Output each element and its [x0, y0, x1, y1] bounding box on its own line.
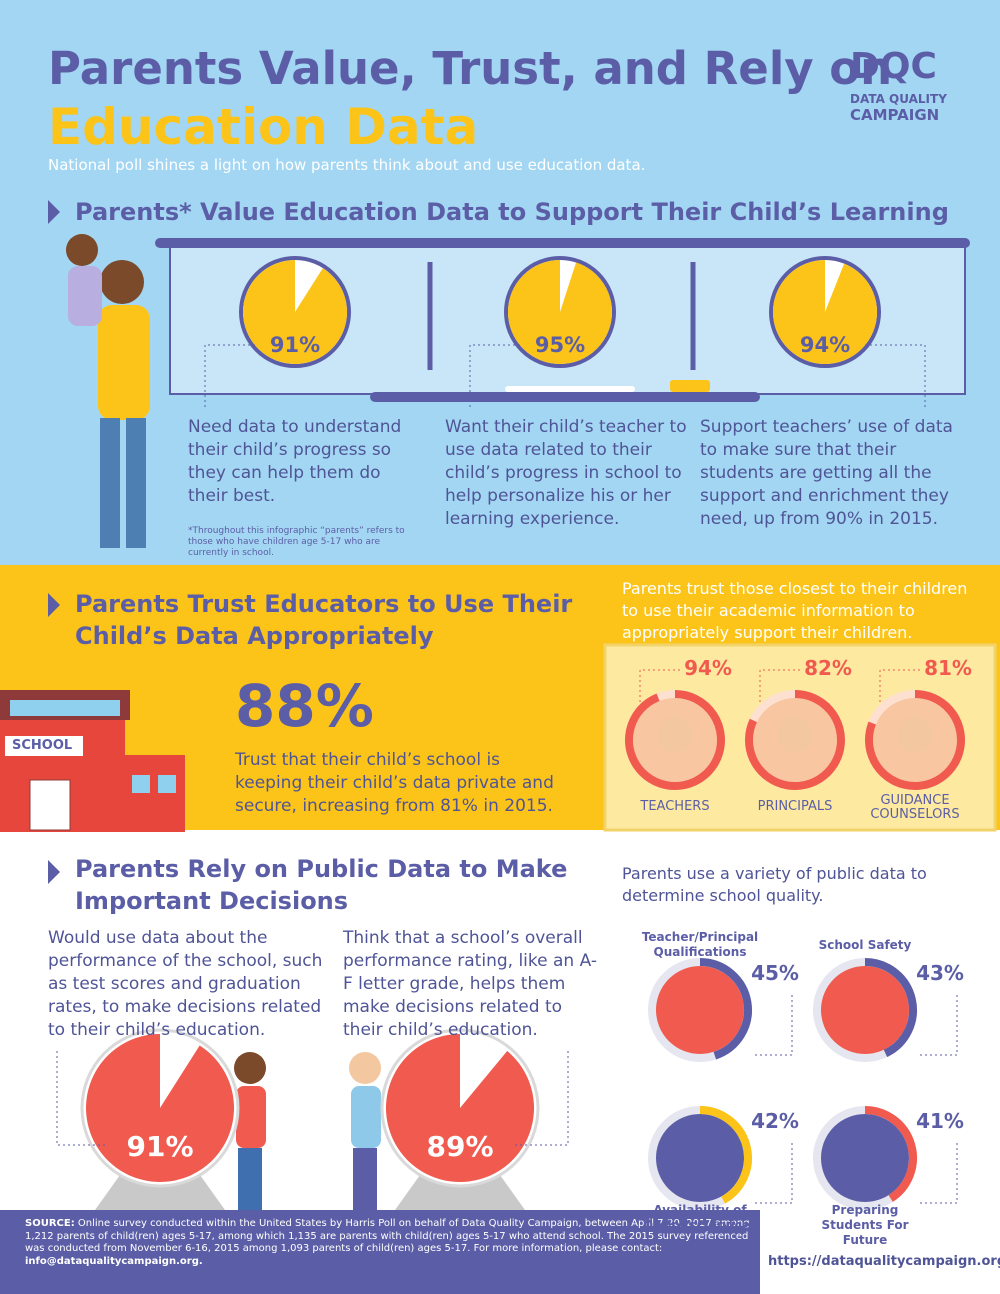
factor-name: Teacher/Principal Qualifications [641, 930, 759, 959]
source: SOURCE: Online survey conducted within t… [25, 1218, 750, 1268]
logo-text: CAMPAIGN [850, 106, 940, 124]
percent-label: 94% [684, 656, 732, 680]
percent-label: 42% [751, 1109, 799, 1133]
eraser [670, 380, 710, 392]
factor-name: Preparing Students For Future [821, 1203, 909, 1247]
ring-arc [625, 690, 725, 790]
percent-label: 45% [751, 961, 799, 985]
face [657, 717, 693, 753]
pie-slice [385, 1034, 534, 1182]
stat-text: Need data to understand their child’s pr… [188, 417, 402, 506]
leader-line [865, 344, 926, 410]
footnote: *Throughout this infographic “parents” r… [188, 526, 405, 558]
ring-arc [864, 1106, 917, 1202]
ring-arc [745, 690, 845, 790]
leader-line [56, 1048, 105, 1146]
percent-label: 82% [804, 656, 852, 680]
section-heading: Parents Rely on Public Data to Make Impo… [75, 855, 568, 915]
intro: Parents trust those closest to their chi… [622, 579, 968, 642]
parent-illustration [66, 234, 150, 548]
leader-line [920, 1143, 958, 1204]
pie-slice [773, 260, 877, 364]
section-heading: Parents* Value Education Data to Support… [75, 198, 949, 226]
stat-text: Want their child’s teacher to use data r… [445, 417, 687, 529]
stat-text: Support teachers’ use of data to make su… [700, 417, 953, 529]
ring-arc [865, 690, 965, 790]
group-name: TEACHERS [640, 799, 710, 814]
percent-label: 43% [916, 961, 964, 985]
subtitle: National poll shines a light on how pare… [48, 156, 646, 174]
ring-arc [864, 958, 917, 1058]
big-stat: 88% [235, 672, 374, 740]
logo: DQC [850, 46, 937, 87]
stat-text: Trust that their child’s school is keepi… [235, 750, 554, 816]
kids-illustration [95, 1052, 525, 1210]
source-bar [0, 1210, 760, 1294]
title: Parents Value, Trust, and Rely on [48, 42, 893, 95]
face [777, 717, 813, 753]
intro: Parents use a variety of public data to … [622, 864, 927, 905]
heading-arrow [48, 593, 60, 617]
pie-label: 91% [270, 333, 320, 357]
factor-name: School Safety [818, 938, 912, 952]
pie-slice [508, 260, 612, 364]
heading-arrow [48, 200, 60, 224]
leader-line [759, 669, 800, 705]
whiteboard-top [155, 238, 970, 248]
face [897, 717, 933, 753]
group-name: GUIDANCE COUNSELORS [870, 793, 960, 822]
ring-arc [699, 1106, 752, 1204]
leader-line [920, 995, 958, 1056]
leader-line [639, 669, 680, 705]
pie-label: 95% [535, 333, 585, 357]
group-name: PRINCIPALS [757, 799, 833, 814]
ring-arc [699, 958, 752, 1060]
title-highlight: Education Data [48, 98, 479, 156]
whiteboard-tray [370, 392, 760, 402]
leader-line [469, 344, 520, 410]
heading-arrow [48, 860, 60, 884]
pie-label: 89% [426, 1130, 493, 1163]
markers [505, 386, 635, 392]
school-sign: SCHOOL [12, 738, 73, 753]
pie-label: 91% [126, 1130, 193, 1163]
source-label: SOURCE: [25, 1218, 75, 1229]
pie-label: 94% [800, 333, 850, 357]
source-text: Online survey conducted within the Unite… [25, 1218, 750, 1254]
percent-label: 41% [916, 1109, 964, 1133]
pie-slice [85, 1034, 234, 1182]
pie-slice [242, 260, 347, 364]
factor-name: Availability of Options/Services [643, 1203, 757, 1232]
leader-line [755, 1143, 793, 1204]
url[interactable]: https://dataqualitycampaign.org [768, 1254, 1000, 1269]
email: info@dataqualitycampaign.org. [25, 1255, 203, 1267]
leader-line [755, 995, 793, 1056]
stat-text: Think that a school’s overall performanc… [343, 928, 597, 1040]
logo-text: DATA QUALITY [850, 92, 947, 106]
leader-line [204, 344, 255, 410]
percent-label: 81% [924, 656, 972, 680]
leader-line [879, 669, 920, 705]
school-illustration [0, 690, 185, 832]
section-heading: Parents Trust Educators to Use Their Chi… [75, 590, 573, 650]
stat-text: Would use data about the performance of … [48, 928, 323, 1040]
